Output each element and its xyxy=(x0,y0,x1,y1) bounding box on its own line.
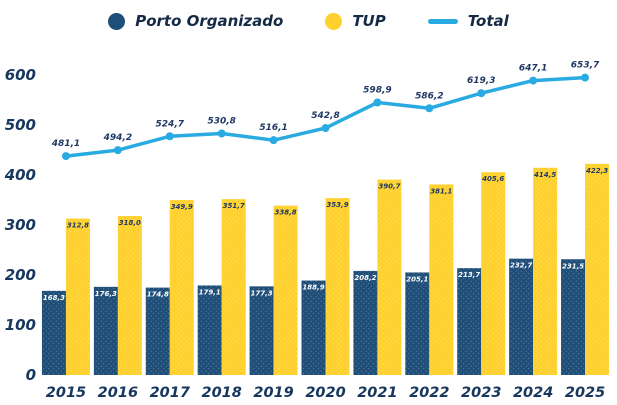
bar-texture xyxy=(353,270,378,375)
legend-label: TUP xyxy=(352,12,386,30)
bar-texture xyxy=(325,198,350,375)
y-axis-tick-label: 300 xyxy=(5,216,36,234)
bar-texture xyxy=(145,287,170,375)
y-axis-tick-label: 100 xyxy=(5,316,36,334)
total-value-label: 542,8 xyxy=(311,111,339,121)
x-axis-tick-label: 2017 xyxy=(150,385,191,401)
bar-texture xyxy=(169,200,194,375)
legend-item-total[interactable]: Total xyxy=(427,12,509,30)
bar-texture xyxy=(197,285,222,375)
porto-organizado-value-label: 177,3 xyxy=(251,289,273,297)
tup-value-label: 318,0 xyxy=(119,219,141,227)
bar-texture xyxy=(533,167,558,375)
total-swatch-icon xyxy=(427,18,458,24)
y-axis-tick-label: 400 xyxy=(4,166,36,184)
bar-texture xyxy=(273,205,298,375)
bar-texture xyxy=(41,290,66,375)
porto-organizado-value-label: 168,3 xyxy=(43,294,65,302)
x-axis-tick-label: 2016 xyxy=(98,385,138,401)
x-axis-tick-label: 2025 xyxy=(565,385,605,401)
total-line-point xyxy=(529,76,538,85)
tup-value-label: 312,8 xyxy=(67,222,89,230)
total-line-point xyxy=(165,132,174,141)
porto-organizado-value-label: 176,3 xyxy=(95,290,117,298)
legend-label: Total xyxy=(467,12,509,30)
x-axis-tick-label: 2023 xyxy=(461,385,501,401)
total-value-label: 481,1 xyxy=(51,139,80,149)
total-line-point xyxy=(217,129,226,138)
x-axis-tick-label: 2018 xyxy=(202,385,242,401)
bar-texture xyxy=(117,216,142,375)
total-value-label: 516,1 xyxy=(259,123,287,133)
tup-value-label: 405,6 xyxy=(482,175,504,183)
porto-organizado-value-label: 232,7 xyxy=(510,262,532,270)
bar-texture xyxy=(301,280,326,375)
bar-texture xyxy=(481,172,506,375)
bar-texture xyxy=(93,286,118,375)
tup-value-label: 390,7 xyxy=(378,183,400,191)
total-value-label: 524,7 xyxy=(156,119,185,129)
porto-organizado-value-label: 174,8 xyxy=(147,291,169,299)
bar-texture xyxy=(65,218,90,375)
total-value-label: 586,2 xyxy=(415,91,443,101)
bar-texture xyxy=(221,199,246,375)
tup-value-label: 351,7 xyxy=(223,202,245,210)
bar-texture xyxy=(249,286,274,375)
porto-organizado-swatch-icon xyxy=(108,12,126,30)
bar-texture xyxy=(377,179,402,375)
total-value-label: 530,8 xyxy=(207,116,235,126)
total-line-point xyxy=(269,136,278,145)
total-line-point xyxy=(425,104,434,113)
total-value-label: 647,1 xyxy=(519,64,547,74)
legend-label: Porto Organizado xyxy=(135,12,284,30)
total-value-label: 494,2 xyxy=(103,133,132,143)
y-axis-tick-label: 200 xyxy=(5,266,36,284)
total-line-point xyxy=(373,98,382,107)
y-axis-tick-label: 500 xyxy=(5,116,36,134)
total-line-point xyxy=(321,124,330,133)
legend-item-porto-organizado[interactable]: Porto Organizado xyxy=(108,12,283,30)
bar-texture xyxy=(561,259,586,375)
x-axis-tick-label: 2015 xyxy=(46,385,86,401)
porto-organizado-value-label: 188,9 xyxy=(302,284,324,292)
tup-value-label: 338,8 xyxy=(275,209,297,217)
total-line-point xyxy=(113,146,122,155)
legend-item-tup[interactable]: TUP xyxy=(325,12,386,30)
tup-value-label: 422,3 xyxy=(586,167,608,175)
total-value-label: 598,9 xyxy=(363,86,391,96)
tup-value-label: 349,9 xyxy=(171,203,193,211)
tup-value-label: 381,1 xyxy=(430,187,452,195)
y-axis-tick-label: 0 xyxy=(26,366,36,384)
porto-organizado-value-label: 213,7 xyxy=(458,271,480,279)
x-axis-tick-label: 2019 xyxy=(253,385,293,401)
x-axis-tick-label: 2024 xyxy=(513,385,553,401)
bar-texture xyxy=(457,268,482,375)
tup-value-label: 414,5 xyxy=(534,171,556,179)
x-axis-tick-label: 2022 xyxy=(409,385,449,401)
y-axis-tick-label: 600 xyxy=(5,66,36,84)
porto-organizado-value-label: 205,1 xyxy=(406,275,428,283)
porto-organizado-value-label: 179,1 xyxy=(199,288,221,296)
x-axis-tick-label: 2021 xyxy=(357,385,397,401)
bar-texture xyxy=(429,184,454,375)
total-line-point xyxy=(581,73,590,82)
porto-organizado-value-label: 208,2 xyxy=(354,274,376,282)
chart-legend: Porto Organizado TUP Total xyxy=(0,8,617,34)
total-line-point xyxy=(477,89,486,98)
bar-texture xyxy=(585,163,610,375)
tup-value-label: 353,9 xyxy=(326,201,348,209)
x-axis-tick-label: 2020 xyxy=(305,385,345,401)
tup-swatch-icon xyxy=(325,12,343,30)
total-line-point xyxy=(61,152,70,161)
porto-organizado-value-label: 231,5 xyxy=(562,262,584,270)
total-value-label: 653,7 xyxy=(571,61,600,71)
bar-texture xyxy=(405,272,430,375)
total-value-label: 619,3 xyxy=(467,76,495,86)
bar-texture xyxy=(509,258,534,375)
